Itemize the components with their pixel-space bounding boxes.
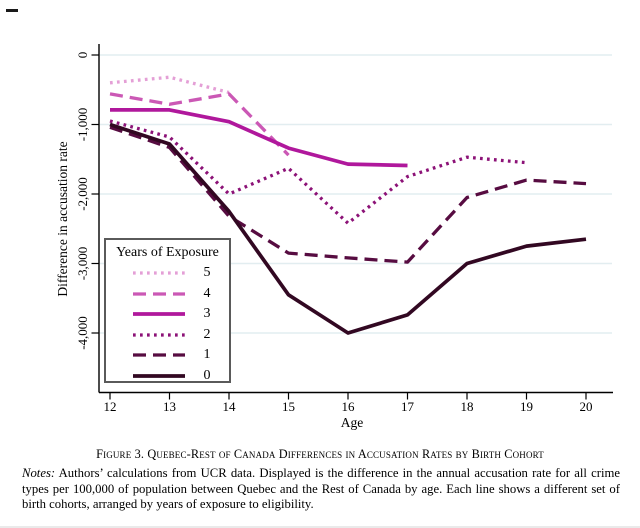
legend: Years of Exposure 5 4 3 2 1 0 bbox=[104, 238, 231, 383]
legend-line-sample bbox=[133, 292, 185, 296]
x-tick-label: 12 bbox=[104, 399, 117, 414]
y-axis-title: Difference in accusation rate bbox=[55, 141, 70, 296]
legend-item-exposure-2: 2 bbox=[106, 325, 229, 346]
x-tick-label: 13 bbox=[163, 399, 176, 414]
x-tick-label: 19 bbox=[520, 399, 533, 414]
legend-item-exposure-0: 0 bbox=[106, 366, 229, 387]
x-axis-title: Age bbox=[341, 415, 364, 430]
series-group bbox=[109, 75, 587, 335]
y-tick-label: -4,000 bbox=[75, 316, 90, 350]
legend-item-label: 3 bbox=[203, 306, 211, 322]
bottom-edge-artifact bbox=[0, 526, 640, 528]
legend-item-label: 0 bbox=[203, 367, 211, 383]
series-line-exposure-1 bbox=[109, 125, 587, 264]
series-line-exposure-2 bbox=[109, 119, 527, 225]
x-tick-label: 14 bbox=[223, 399, 237, 414]
legend-item-exposure-3: 3 bbox=[106, 304, 229, 325]
legend-line-sample bbox=[133, 373, 185, 378]
x-tick-label: 18 bbox=[461, 399, 474, 414]
legend-item-label: 2 bbox=[203, 326, 211, 342]
y-tick-label: -2,000 bbox=[75, 177, 90, 211]
axes-group: Difference in accusation rate Age bbox=[55, 44, 613, 430]
x-tick-label: 20 bbox=[580, 399, 593, 414]
y-tick-label: -1,000 bbox=[75, 108, 90, 142]
legend-line-sample bbox=[133, 312, 185, 317]
legend-item-exposure-1: 1 bbox=[106, 345, 229, 366]
line-chart: Difference in accusation rate Age 0 -1,00… bbox=[55, 44, 613, 430]
x-tick-label: 16 bbox=[342, 399, 356, 414]
legend-item-exposure-4: 4 bbox=[106, 284, 229, 305]
corner-artifact-mark bbox=[6, 9, 18, 12]
figure-caption: Figure 3. Quebec-Rest of Canada Differen… bbox=[96, 447, 544, 461]
legend-line-sample bbox=[133, 353, 185, 357]
figure-notes: Notes: Authors’ calculations from UCR da… bbox=[22, 466, 620, 513]
legend-line-sample bbox=[133, 333, 185, 337]
series-line-exposure-5 bbox=[109, 75, 230, 95]
legend-item-label: 4 bbox=[203, 285, 211, 301]
legend-item-label: 5 bbox=[203, 265, 211, 281]
x-tick-label: 17 bbox=[401, 399, 415, 414]
legend-title: Years of Exposure bbox=[116, 245, 219, 260]
chart-canvas: Difference in accusation rate Age 0 -1,00… bbox=[55, 44, 613, 430]
series-line-exposure-3 bbox=[110, 108, 408, 168]
legend-item-label: 1 bbox=[203, 347, 211, 363]
series-line-exposure-4 bbox=[109, 92, 290, 157]
series-line-exposure-0 bbox=[109, 122, 587, 335]
y-tick-label: -3,000 bbox=[75, 247, 90, 281]
legend-item-exposure-5: 5 bbox=[106, 263, 229, 284]
y-tick-label: 0 bbox=[75, 52, 90, 59]
notes-label: Notes: bbox=[22, 466, 56, 480]
legend-line-sample bbox=[133, 271, 185, 275]
x-tick-label: 15 bbox=[282, 399, 295, 414]
notes-text: Authors’ calculations from UCR data. Dis… bbox=[22, 466, 620, 512]
legend-rows: 5 4 3 2 1 0 bbox=[106, 263, 229, 386]
